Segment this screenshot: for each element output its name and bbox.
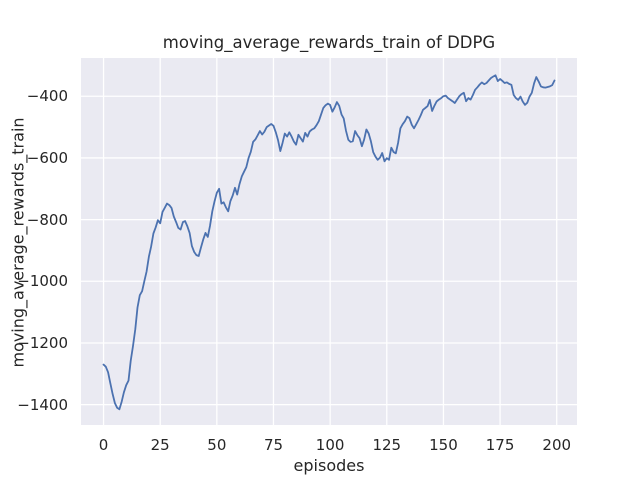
x-tick-label: 175 xyxy=(485,436,515,454)
series-line xyxy=(102,74,556,411)
y-tick-label: −800 xyxy=(26,210,68,229)
x-axis-label: episodes xyxy=(293,456,365,475)
y-tick-label: −600 xyxy=(26,148,68,167)
y-tick-label: −400 xyxy=(26,87,68,106)
x-tick-label: 75 xyxy=(263,436,284,454)
y-tick-label: −1000 xyxy=(17,272,68,291)
x-tick-label: 50 xyxy=(207,436,227,454)
x-tick-label: 125 xyxy=(372,436,402,454)
axes-background xyxy=(81,58,577,425)
y-tick-label: −1400 xyxy=(17,395,68,414)
x-tick-label: 200 xyxy=(542,436,572,454)
x-tick-label: 150 xyxy=(429,436,458,454)
y-tick-label: −1200 xyxy=(17,333,68,352)
x-tick-label: 100 xyxy=(315,436,345,454)
x-tick-label: 0 xyxy=(98,436,109,454)
chart-title: moving_average_rewards_train of DDPG xyxy=(162,33,496,52)
x-tick-label: 25 xyxy=(150,436,170,454)
